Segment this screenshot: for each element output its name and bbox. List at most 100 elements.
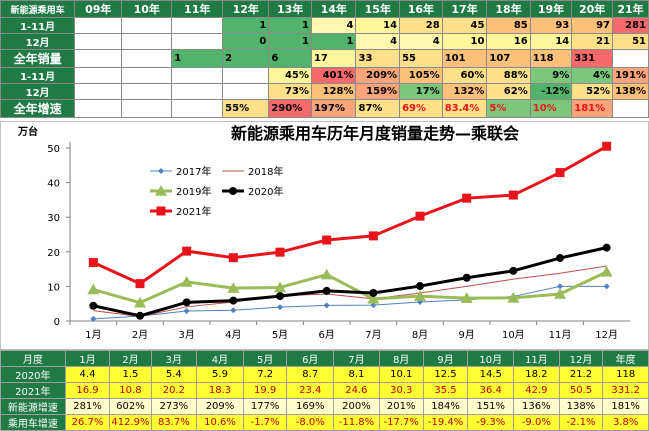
monthly-header-cell: 月度 <box>0 350 66 367</box>
annual-cell: 0 <box>222 33 270 50</box>
monthly-cell: -17.7% <box>378 414 424 431</box>
data-point <box>509 266 518 275</box>
data-point <box>90 315 97 322</box>
annual-cell <box>171 67 224 84</box>
monthly-cell: 602% <box>109 398 152 415</box>
data-point <box>277 304 283 311</box>
annual-cell: 62% <box>486 83 531 100</box>
data-point <box>227 282 240 293</box>
annual-cell: 45 <box>441 17 488 34</box>
annual-cell: 5% <box>486 99 531 118</box>
data-point <box>369 288 378 297</box>
monthly-cell: 18.3 <box>196 382 244 399</box>
legend-label: 2019年 <box>176 185 211 198</box>
annual-row: 1-11月 45% 401% 209% 105% 60% 88% 9% 4% 191% <box>0 67 649 84</box>
data-point <box>462 273 471 282</box>
monthly-cell: 42.9 <box>513 382 560 399</box>
annual-cell: 21 <box>571 33 613 50</box>
annual-cell: 55% <box>222 99 270 118</box>
data-point <box>555 168 565 178</box>
line-chart: 新能源乘用车历年月度销量走势—乘联会 万台 0 10 20 30 40 50 1月 2月 3月 4月 5… <box>0 121 649 350</box>
monthly-cell: 83.7% <box>150 414 198 431</box>
annual-cell: 69% <box>399 99 443 118</box>
year-header: 21年 <box>612 0 649 18</box>
annual-cell: 281 <box>612 17 649 34</box>
x-tick-label: 3月 <box>178 329 194 341</box>
year-header: 18年 <box>486 0 531 18</box>
monthly-header-cell: 年度 <box>602 350 649 367</box>
monthly-cell: 5.4 <box>150 366 198 383</box>
row-label: 1-11月 <box>0 17 76 34</box>
annual-cell <box>222 67 270 84</box>
data-point <box>182 298 191 307</box>
annual-cell: 4 <box>310 17 357 34</box>
series-line-2020年 <box>93 246 607 318</box>
x-tick-label: 2月 <box>132 329 148 341</box>
monthly-cell: 118 <box>602 366 649 383</box>
annual-cell <box>74 17 123 34</box>
annual-cell: 181% <box>571 99 613 118</box>
data-point <box>557 283 563 290</box>
monthly-cell: 138% <box>558 398 604 415</box>
year-header: 15年 <box>355 0 401 18</box>
monthly-cell: -9.3% <box>467 414 515 431</box>
monthly-cell: -1.7% <box>242 414 288 431</box>
y-tick-label: 0 <box>54 317 60 328</box>
legend-label: 2021年 <box>176 205 211 218</box>
annual-cell: 93 <box>529 17 573 34</box>
y-tick-label: 40 <box>47 179 60 190</box>
annual-cell <box>74 99 123 118</box>
monthly-row-label: 2020年 <box>0 366 66 383</box>
annual-cell: 83.4% <box>441 99 488 118</box>
data-point <box>602 141 612 151</box>
monthly-header-cell: 7月 <box>333 350 380 367</box>
data-point <box>228 253 238 263</box>
data-point <box>135 279 145 289</box>
legend-label: 2018年 <box>248 165 283 178</box>
annual-cell <box>612 99 649 118</box>
monthly-cell: 16.9 <box>64 382 111 399</box>
monthly-cell: 30.3 <box>378 382 424 399</box>
x-tick-label: 6月 <box>318 329 334 341</box>
legend-marker <box>229 187 237 195</box>
row-label: 全年销量 <box>0 49 76 68</box>
monthly-cell: -9.0% <box>513 414 560 431</box>
annual-cell: 10% <box>529 99 573 118</box>
monthly-cell: 24.6 <box>333 382 380 399</box>
annual-cell: 17 <box>310 49 357 68</box>
annual-cell: 4% <box>571 67 613 84</box>
annual-cell <box>121 67 173 84</box>
annual-cell: 209% <box>355 67 401 84</box>
annual-cell: 97 <box>571 17 613 34</box>
monthly-cell: 151% <box>467 398 515 415</box>
monthly-row-label: 乘用车增速 <box>0 414 66 431</box>
annual-cell: 2 <box>222 49 270 68</box>
x-tick-label: 1月 <box>85 329 101 341</box>
annual-cell: 28 <box>399 17 443 34</box>
annual-cell: 55 <box>399 49 443 68</box>
chart-panel: 新能源乘用车历年月度销量走势—乘联会 万台 0 10 20 30 40 50 1月 2月 3月 4月 5… <box>0 121 649 350</box>
series-line-2018年 <box>93 265 607 318</box>
annual-cell: 52% <box>571 83 613 100</box>
data-point <box>508 190 518 200</box>
monthly-cell: 19.9 <box>242 382 288 399</box>
monthly-header-cell: 9月 <box>422 350 469 367</box>
annual-cell <box>74 67 123 84</box>
monthly-cell: 1.5 <box>109 366 152 383</box>
monthly-header-cell: 6月 <box>286 350 335 367</box>
data-point <box>322 235 332 245</box>
monthly-header-cell: 10月 <box>467 350 515 367</box>
monthly-cell: 281% <box>64 398 111 415</box>
monthly-header-cell: 8月 <box>378 350 424 367</box>
monthly-cell: -11.8% <box>333 414 380 431</box>
annual-cell <box>121 49 173 68</box>
monthly-cell: -2.1% <box>558 414 604 431</box>
annual-cell <box>612 49 649 68</box>
annual-cell: 17% <box>399 83 443 100</box>
annual-cell: 128% <box>310 83 357 100</box>
row-label: 12月 <box>0 83 76 100</box>
chart-title: 新能源乘用车历年月度销量走势—乘联会 <box>231 124 519 143</box>
chart-frame <box>0 121 649 350</box>
annual-cell: 118 <box>529 49 573 68</box>
data-point <box>274 281 286 293</box>
